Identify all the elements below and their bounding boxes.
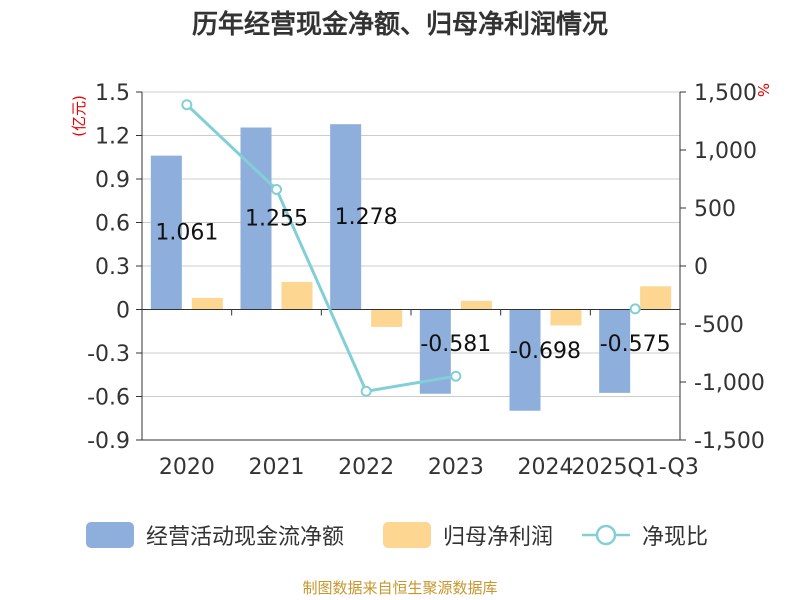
legend-label-cashflow: 经营活动现金流净额 [146,525,344,550]
left-tick-label: 1.2 [95,125,130,150]
bar-net-profit [281,281,313,310]
data-label-cashflow: 1.278 [335,205,398,230]
bars [150,124,672,411]
legend-label-net-profit: 归母净利润 [443,525,553,550]
right-tick-label: 500 [694,197,736,222]
left-tick-label: 0.6 [95,212,130,237]
ratio-point [360,385,372,397]
x-tick-label: 2021 [249,455,305,480]
legend-marker-ratio [595,524,617,546]
x-tick-label: 2022 [338,455,394,480]
data-label-cashflow: -0.698 [510,339,581,364]
left-tick-label: 0 [116,299,130,324]
bar-net-profit [550,309,582,326]
bar-net-profit [371,309,403,327]
legend-swatch-cashflow [86,522,134,548]
x-tick-label: 2023 [428,455,484,480]
bar-cashflow [509,309,541,411]
bar-cashflow [150,155,182,310]
bar-net-profit [191,297,223,310]
left-tick-label: 0.9 [95,168,130,193]
bar-net-profit [460,300,492,310]
right-tick-label: -500 [694,313,744,338]
right-axis-ticks: 1,500 1,000 500 0 -500 -1,000 -1,500 [680,81,765,454]
data-label-cashflow: 1.255 [245,207,308,232]
ratio-point [181,99,193,111]
left-tick-label: -0.6 [87,386,130,411]
legend-label-ratio: 净现比 [642,525,708,550]
x-tick-label: 2025Q1-Q3 [571,455,698,480]
left-axis-ticks: 1.5 1.2 0.9 0.6 0.3 0 -0.3 -0.6 -0.9 [87,81,142,454]
ratio-line-segment [185,103,457,393]
chart-title: 历年经营现金净额、归母净利润情况 [192,9,608,40]
ratio-point [450,370,462,382]
left-axis-unit: (亿元) [70,95,88,137]
bar-cashflow [240,127,272,310]
legend-swatch-net-profit [383,522,431,548]
bar-net-profit [640,286,672,310]
right-tick-label: 1,000 [694,139,757,164]
right-axis-unit: % [754,83,772,97]
right-tick-label: 0 [694,255,708,280]
right-tick-label: -1,000 [694,371,765,396]
ratio-line [181,99,641,397]
left-tick-label: -0.3 [87,342,130,367]
left-tick-label: 1.5 [95,81,130,106]
x-tick-label: 2024 [518,455,574,480]
data-labels: 1.061 1.255 1.278 -0.581 -0.698 -0.575 [155,205,670,364]
bar-cashflow [599,309,631,393]
right-tick-label: -1,500 [694,429,765,454]
data-label-cashflow: -0.575 [600,332,671,357]
ratio-point [629,303,641,315]
ratio-point [271,183,282,195]
source-note: 制图数据来自恒生聚源数据库 [302,579,497,597]
bar-cashflow [330,124,362,310]
right-tick-label: 1,500 [694,81,757,106]
left-tick-label: -0.9 [87,429,130,454]
left-tick-label: 0.3 [95,255,130,280]
x-tick-label: 2020 [159,455,215,480]
data-label-cashflow: 1.061 [155,221,218,246]
legend: 经营活动现金流净额 归母净利润 净现比 [86,522,708,550]
data-label-cashflow: -0.581 [420,332,491,357]
